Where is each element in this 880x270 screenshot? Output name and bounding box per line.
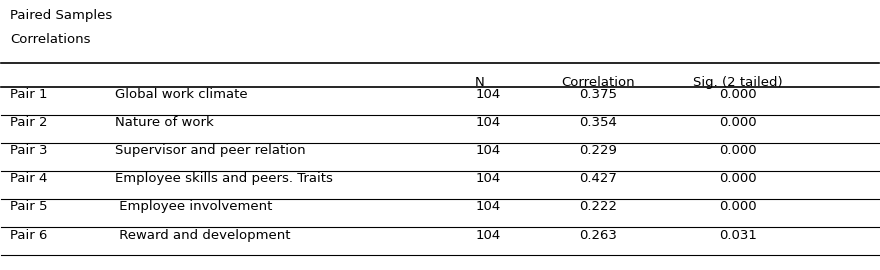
Text: 104: 104: [475, 228, 501, 242]
Text: Pair 3: Pair 3: [11, 144, 48, 157]
Text: Employee skills and peers. Traits: Employee skills and peers. Traits: [115, 173, 334, 185]
Text: Sig. (2 tailed): Sig. (2 tailed): [693, 76, 783, 89]
Text: 0.427: 0.427: [579, 173, 617, 185]
Text: 104: 104: [475, 116, 501, 129]
Text: Employee involvement: Employee involvement: [115, 200, 273, 214]
Text: Reward and development: Reward and development: [115, 228, 291, 242]
Text: 0.000: 0.000: [720, 144, 757, 157]
Text: Pair 1: Pair 1: [11, 88, 48, 101]
Text: 0.000: 0.000: [720, 88, 757, 101]
Text: 0.354: 0.354: [579, 116, 617, 129]
Text: Pair 2: Pair 2: [11, 116, 48, 129]
Text: 0.000: 0.000: [720, 200, 757, 214]
Text: Correlation: Correlation: [561, 76, 634, 89]
Text: 104: 104: [475, 173, 501, 185]
Text: Pair 6: Pair 6: [11, 228, 48, 242]
Text: Supervisor and peer relation: Supervisor and peer relation: [115, 144, 306, 157]
Text: Correlations: Correlations: [11, 33, 91, 46]
Text: 0.222: 0.222: [579, 200, 617, 214]
Text: 0.229: 0.229: [579, 144, 617, 157]
Text: 104: 104: [475, 88, 501, 101]
Text: 104: 104: [475, 200, 501, 214]
Text: 104: 104: [475, 144, 501, 157]
Text: Pair 5: Pair 5: [11, 200, 48, 214]
Text: Global work climate: Global work climate: [115, 88, 248, 101]
Text: 0.000: 0.000: [720, 116, 757, 129]
Text: 0.031: 0.031: [719, 228, 757, 242]
Text: Paired Samples: Paired Samples: [11, 9, 113, 22]
Text: Nature of work: Nature of work: [115, 116, 214, 129]
Text: 0.375: 0.375: [579, 88, 617, 101]
Text: 0.263: 0.263: [579, 228, 617, 242]
Text: Pair 4: Pair 4: [11, 173, 48, 185]
Text: N: N: [475, 76, 485, 89]
Text: 0.000: 0.000: [720, 173, 757, 185]
